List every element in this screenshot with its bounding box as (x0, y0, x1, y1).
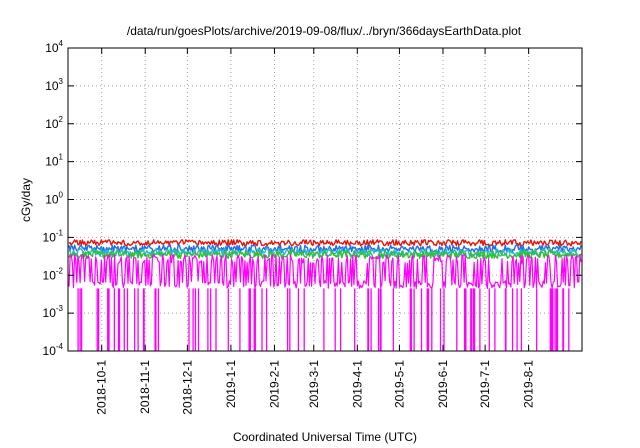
series-line-1 (68, 239, 582, 247)
y-tick-label: 10-2 (43, 266, 64, 282)
y-tick-label: 10-4 (43, 342, 64, 358)
data-series (68, 239, 582, 351)
axis-ticks: 10-4 10-3 10-2 10-1 100 101 102 103 104 2018-10-1… (43, 39, 582, 415)
chart-title: /data/run/goesPlots/archive/2019-09-08/f… (127, 24, 522, 38)
x-tick-label: 2019-6-1 (436, 360, 450, 408)
y-tick-label: 10-3 (43, 304, 64, 320)
x-axis-label: Coordinated Universal Time (UTC) (233, 430, 417, 444)
y-tick-label: 104 (45, 39, 63, 55)
y-tick-label: 101 (45, 153, 63, 169)
series-line-3 (68, 247, 581, 257)
series-line-4 (68, 250, 582, 260)
series-line-5 (68, 254, 582, 289)
x-tick-label: 2018-11-1 (138, 360, 152, 414)
grid-lines (68, 48, 582, 351)
x-tick-label: 2018-12-1 (180, 360, 194, 415)
x-tick-label: 2019-7-1 (478, 360, 492, 408)
x-tick-label: 2018-10-1 (95, 360, 109, 415)
x-tick-label: 2019-3-1 (307, 360, 321, 408)
y-axis-label: cGy/day (19, 178, 33, 222)
x-tick-label: 2019-4-1 (350, 360, 364, 408)
y-tick-label: 103 (45, 77, 63, 93)
x-tick-label: 2019-2-1 (267, 360, 281, 408)
y-tick-label: 10-1 (43, 228, 64, 244)
series-dropouts (77, 288, 570, 351)
y-tick-label: 102 (45, 115, 63, 131)
y-tick-label: 100 (45, 191, 63, 207)
x-tick-label: 2019-5-1 (392, 360, 406, 408)
x-tick-label: 2019-8-1 (522, 360, 536, 408)
x-tick-label: 2019-1-1 (224, 360, 238, 408)
